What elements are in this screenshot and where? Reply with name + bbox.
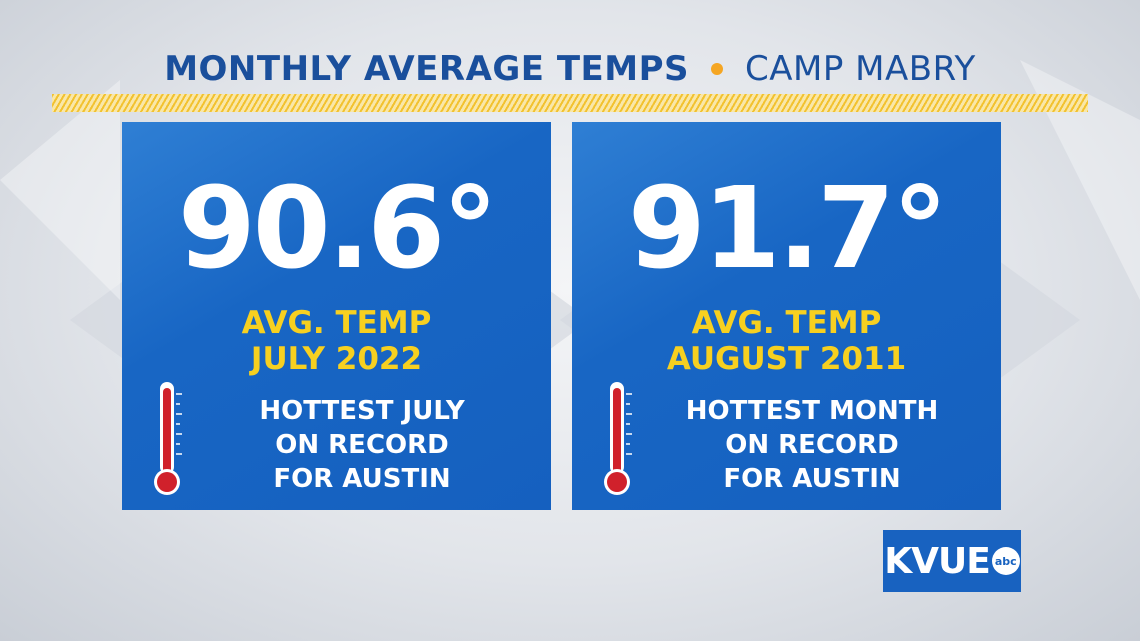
note-line-2: ON RECORD [725,430,899,460]
header-location: CAMP MABRY [745,49,976,89]
temperature-label: AVG. TEMP AUGUST 2011 [572,305,1001,377]
header-title: MONTHLY AVERAGE TEMPS [164,49,690,89]
kvue-abc-logo: KVUE abc [883,530,1021,592]
thermometer-icon [154,382,182,495]
label-line-2: JULY 2022 [250,341,423,377]
record-note: HOTTEST MONTH ON RECORD FOR AUSTIN [642,394,982,496]
note-line-3: FOR AUSTIN [273,464,451,494]
note-line-2: ON RECORD [275,430,449,460]
temperature-value: 90.6° [177,164,498,294]
temp-card-july-2022: 90.6° AVG. TEMP JULY 2022 HOTTEST JULY O… [122,122,551,510]
logo-station: KVUE [884,540,991,582]
thermometer-icon [604,382,632,495]
note-line-1: HOTTEST JULY [259,396,465,426]
label-line-2: AUGUST 2011 [666,341,907,377]
graphic-header: MONTHLY AVERAGE TEMPS CAMP MABRY [0,44,1140,94]
note-line-1: HOTTEST MONTH [685,396,939,426]
header-stripe-divider [52,94,1088,112]
temperature-value: 91.7° [627,164,948,294]
note-line-3: FOR AUSTIN [723,464,901,494]
separator-dot-icon [711,63,724,75]
label-line-1: AVG. TEMP [241,305,432,341]
temperature-label: AVG. TEMP JULY 2022 [122,305,551,377]
label-line-1: AVG. TEMP [691,305,882,341]
abc-network-icon: abc [991,547,1020,575]
record-note: HOTTEST JULY ON RECORD FOR AUSTIN [192,394,532,496]
temp-card-august-2011: 91.7° AVG. TEMP AUGUST 2011 HOTTEST MONT… [572,122,1001,510]
